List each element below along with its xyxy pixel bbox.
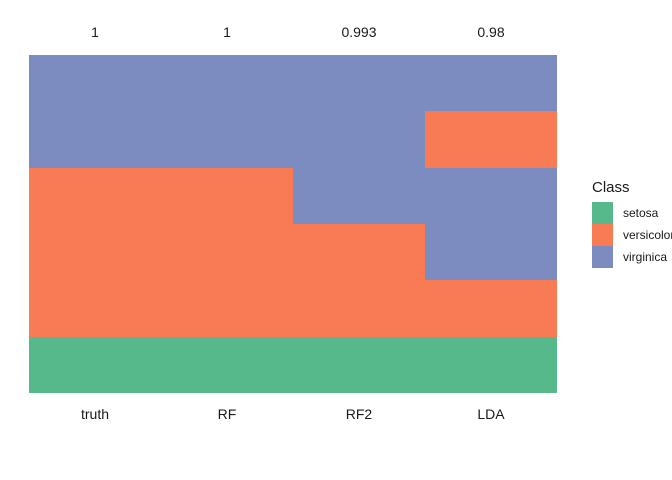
x-axis-label: LDA: [477, 406, 505, 422]
accuracy-label: 1: [91, 24, 99, 40]
legend-items: setosa versicolor virginica: [592, 202, 672, 268]
legend-item-versicolor: versicolor: [592, 224, 672, 246]
column-RF2: [293, 55, 425, 393]
column-LDA: [425, 55, 557, 393]
segment-virginica: [425, 55, 557, 112]
x-axis-labels-row: truth RF RF2 LDA: [29, 406, 557, 423]
legend-label-setosa: setosa: [623, 206, 659, 220]
plot-area: [29, 55, 557, 393]
x-axis-label: RF: [217, 406, 237, 422]
segment-virginica: [29, 55, 161, 168]
column-truth: [29, 55, 161, 393]
column-RF: [161, 55, 293, 393]
segment-setosa: [293, 336, 425, 393]
segment-setosa: [425, 336, 557, 393]
segment-versicolor: [161, 167, 293, 337]
legend-swatch-virginica: [592, 246, 613, 268]
segment-setosa: [161, 336, 293, 393]
legend-label-versicolor: versicolor: [623, 228, 672, 242]
x-axis-label: truth: [80, 406, 109, 422]
accuracy-label: 0.993: [341, 24, 377, 40]
legend: Class setosa versicolor virginica: [592, 180, 672, 268]
segment-versicolor: [425, 280, 557, 337]
legend-label-virginica: virginica: [623, 250, 668, 264]
segment-setosa: [29, 336, 161, 393]
legend-swatch-setosa: [592, 202, 613, 224]
segment-virginica: [425, 167, 557, 281]
accuracy-labels-row: 1 1 0.993 0.98: [29, 24, 557, 41]
accuracy-label: 0.98: [477, 24, 505, 40]
segment-versicolor: [293, 224, 425, 337]
x-axis-label: RF2: [345, 406, 373, 422]
segment-versicolor: [425, 111, 557, 168]
segment-virginica: [293, 55, 425, 224]
segment-versicolor: [29, 167, 161, 337]
legend-swatch-versicolor: [592, 224, 613, 246]
accuracy-label: 1: [223, 24, 231, 40]
legend-item-setosa: setosa: [592, 202, 672, 224]
legend-item-virginica: virginica: [592, 246, 672, 268]
segment-virginica: [161, 55, 293, 168]
legend-title: Class: [592, 179, 630, 196]
